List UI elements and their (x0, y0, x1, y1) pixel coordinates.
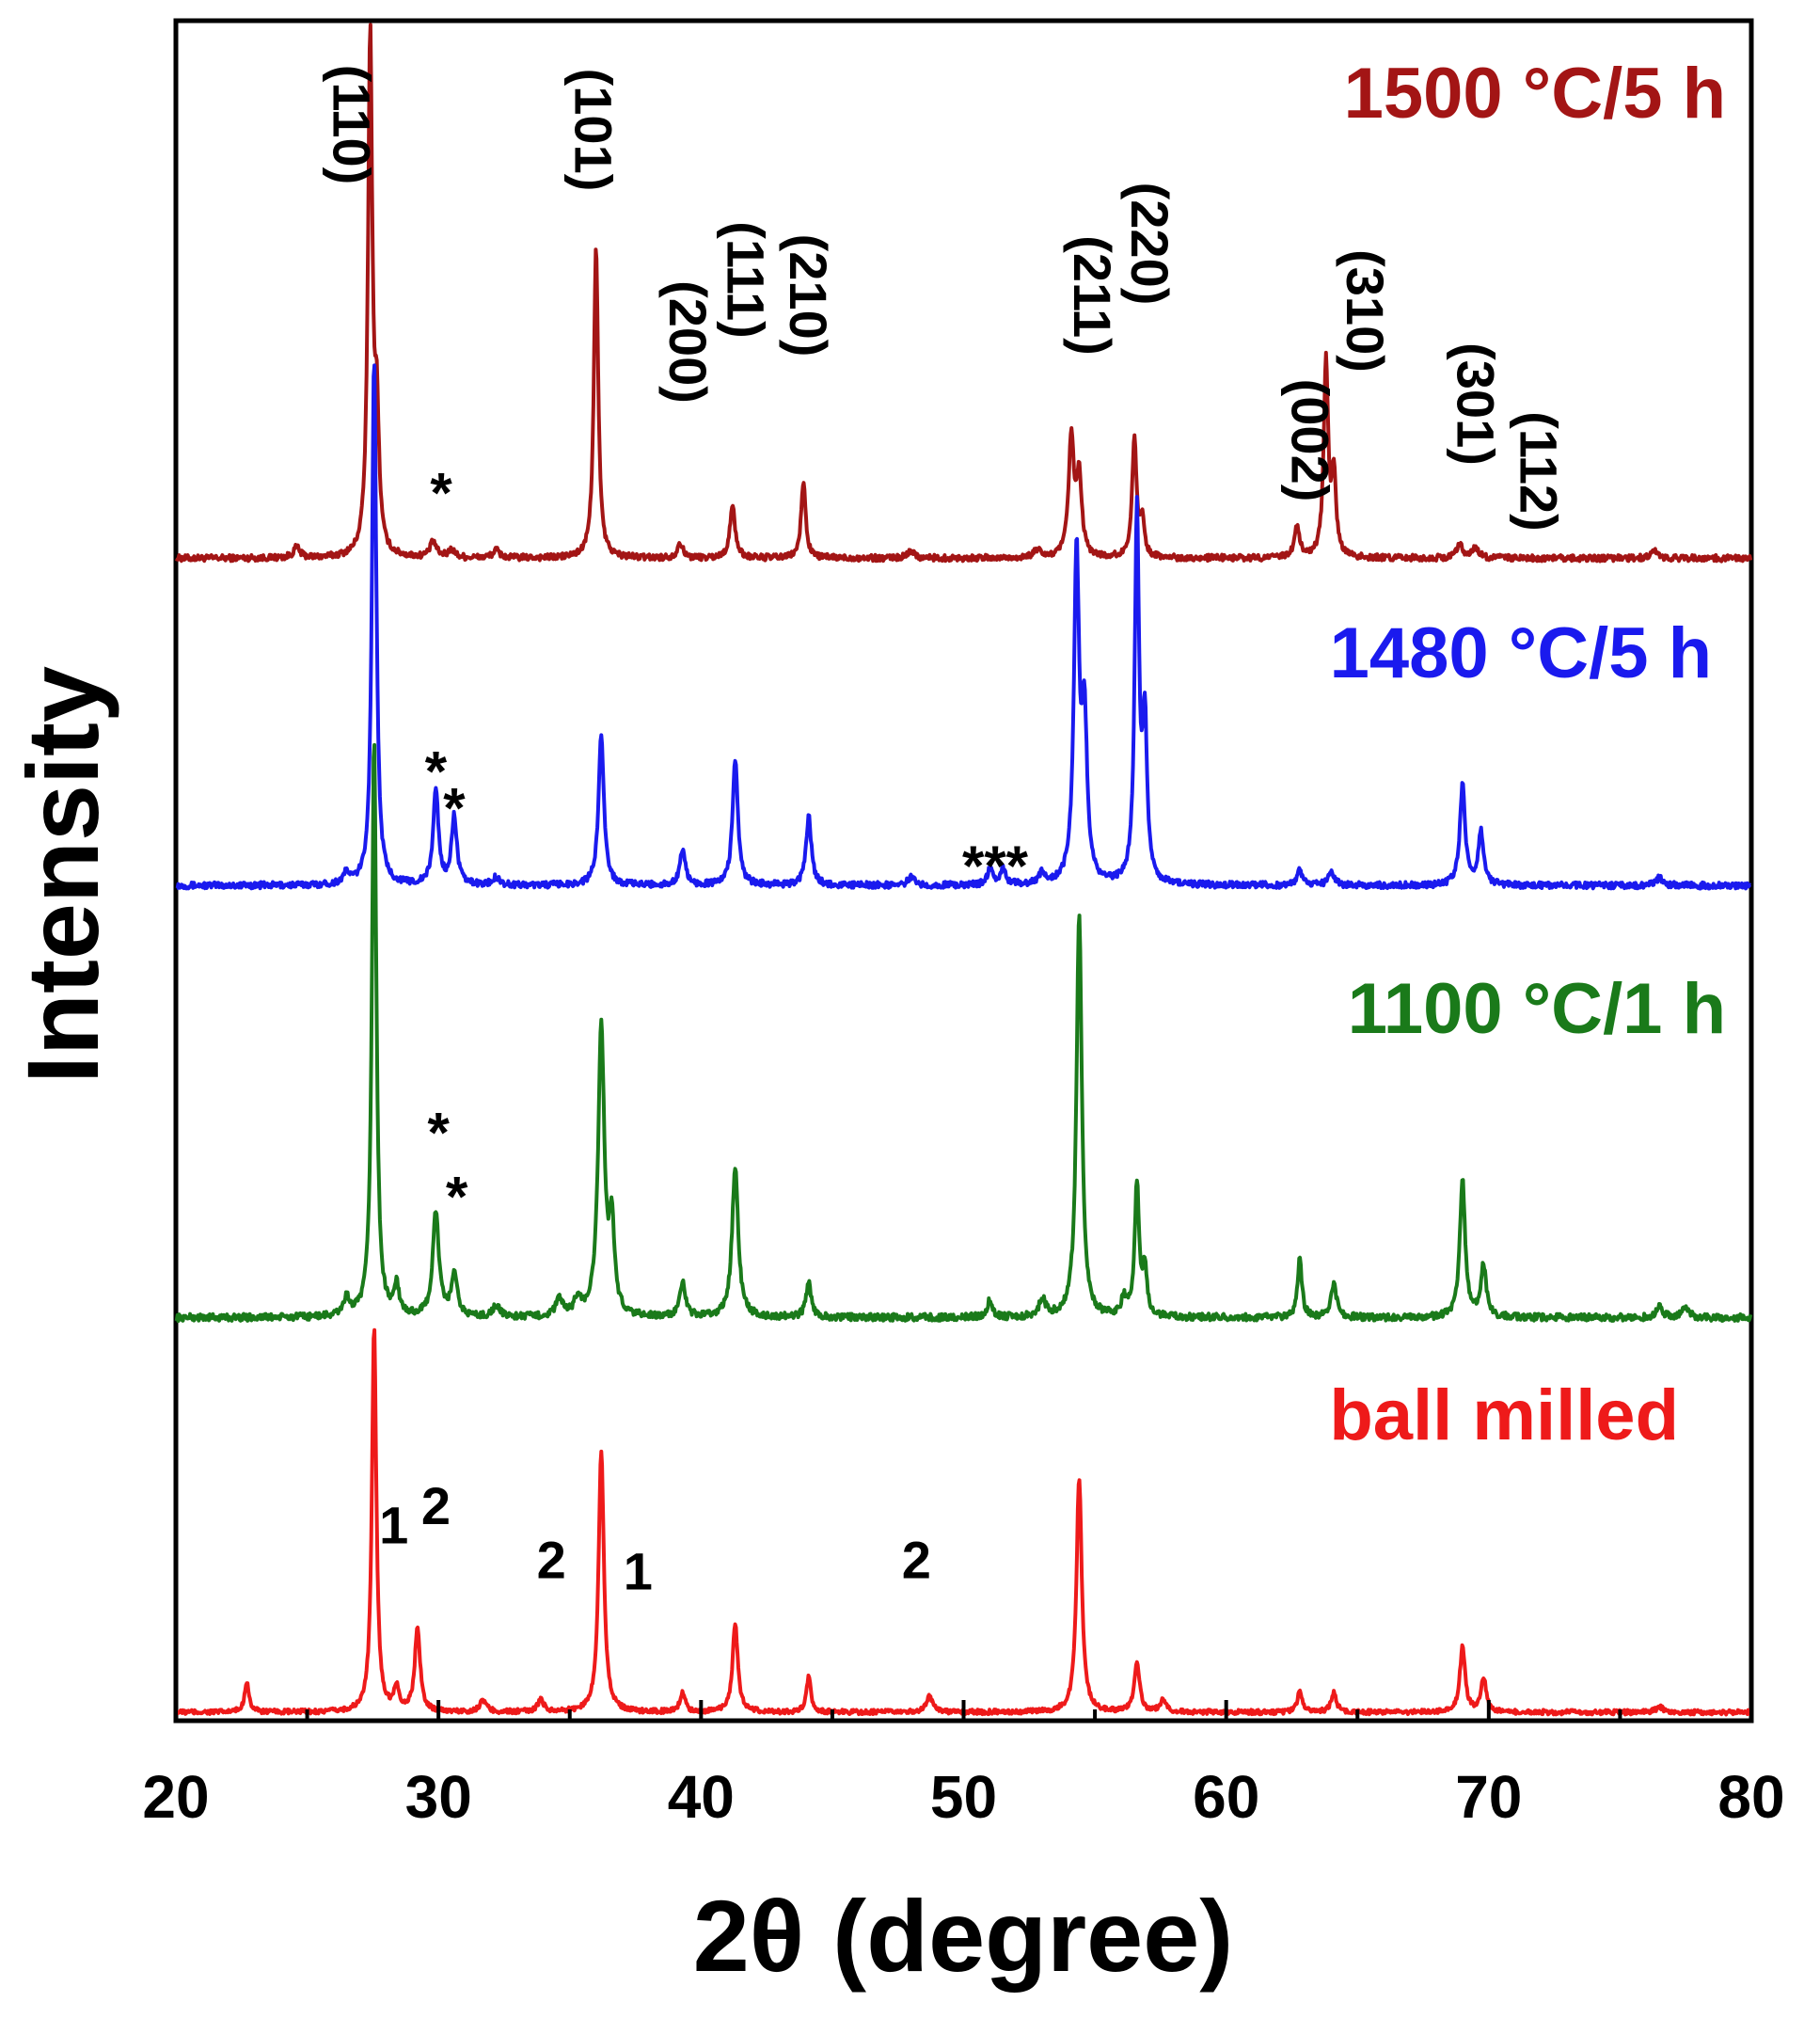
x-tick-label: 40 (668, 1763, 735, 1831)
hkl-label: (111) (716, 221, 775, 339)
impurity-marker: * (430, 462, 452, 525)
hkl-label: (200) (658, 280, 718, 404)
x-tick-label: 30 (405, 1763, 472, 1831)
x-tick-label: 70 (1455, 1763, 1522, 1831)
hkl-label: (110) (323, 65, 382, 185)
x-axis: 20 30 40 50 60 70 80 (142, 1700, 1785, 1831)
hkl-label: (101) (563, 69, 623, 192)
hkl-label: (211) (1063, 235, 1122, 356)
x-tick-label: 50 (930, 1763, 997, 1831)
impurity-marker: * (425, 739, 448, 802)
y-axis-title: Intensity (6, 666, 119, 1084)
x-tick-label: 60 (1193, 1763, 1259, 1831)
x-tick-label: 20 (142, 1763, 209, 1831)
hkl-label: (002) (1281, 379, 1340, 502)
x-axis-title: 2θ (degree) (693, 1879, 1234, 1993)
phase-marker: 2 (902, 1530, 931, 1589)
phase-marker: 1 (624, 1542, 653, 1601)
hkl-label: (310) (1336, 249, 1395, 373)
phase-marker: 2 (421, 1476, 451, 1535)
series-label-ball-milled: ball milled (1329, 1375, 1679, 1455)
series-line-1500-c-5-h (174, 23, 1753, 564)
series-line-1480-c-5-h (175, 363, 1752, 891)
series-label-1500-c-5-h: 1500 °C/5 h (1344, 54, 1726, 134)
phase-marker: 1 (379, 1496, 408, 1555)
impurity-marker: * (443, 777, 466, 840)
impurity-marker: *** (962, 834, 1029, 898)
impurity-marker: * (446, 1165, 468, 1228)
hkl-label: (301) (1446, 342, 1505, 466)
hkl-label: (112) (1509, 411, 1568, 532)
hkl-label: (210) (779, 234, 838, 358)
series-line-1100-c-1-h (174, 742, 1753, 1324)
phase-marker: 2 (537, 1530, 566, 1589)
impurity-marker: * (428, 1102, 451, 1165)
series-label-1100-c-1-h: 1100 °C/1 h (1348, 969, 1726, 1049)
hkl-label: (220) (1120, 183, 1179, 306)
annotation-layer: 1500 °C/5 h 1480 °C/5 h 1100 °C/1 h ball mi… (323, 54, 1727, 1601)
series-label-1480-c-5-h: 1480 °C/5 h (1330, 613, 1712, 693)
x-tick-label: 80 (1717, 1763, 1784, 1831)
